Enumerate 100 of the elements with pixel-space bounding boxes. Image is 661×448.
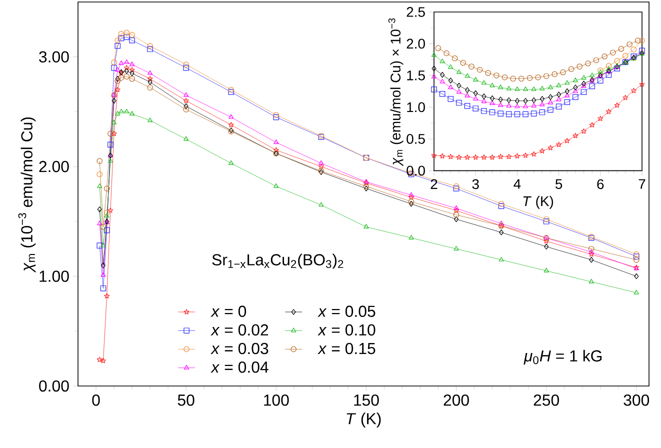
point	[473, 90, 478, 96]
point	[118, 108, 124, 114]
point	[111, 59, 117, 66]
x-tick-label: 7	[638, 179, 646, 189]
point	[489, 154, 496, 160]
point	[481, 98, 486, 104]
x-tick-label: 100	[264, 394, 289, 406]
point	[530, 110, 537, 116]
point	[473, 96, 478, 101]
point	[540, 86, 545, 90]
point	[184, 92, 189, 97]
point	[531, 103, 536, 108]
point	[408, 234, 414, 240]
point	[556, 92, 562, 98]
point	[588, 251, 594, 257]
point	[431, 52, 437, 57]
point	[472, 154, 478, 160]
point	[498, 110, 504, 116]
point	[630, 46, 637, 52]
point	[124, 64, 130, 70]
point	[543, 218, 550, 224]
point	[572, 88, 578, 93]
point	[448, 154, 454, 160]
point	[598, 78, 604, 84]
point	[614, 58, 620, 64]
point	[104, 213, 110, 218]
point	[580, 128, 587, 134]
y-tick-label: 2.5	[406, 7, 425, 17]
point	[111, 130, 117, 136]
point	[114, 42, 121, 49]
point	[124, 30, 130, 36]
point	[468, 64, 474, 70]
point	[431, 86, 437, 92]
y-tick-label: 2.00	[39, 160, 69, 172]
x-tick-label: 6	[597, 179, 604, 190]
point	[518, 76, 524, 82]
point	[104, 293, 110, 298]
y-tick-label: 3.00	[39, 51, 69, 62]
point	[100, 285, 106, 292]
point	[104, 227, 110, 234]
point	[115, 110, 120, 116]
x-tick-label: 2	[430, 179, 438, 189]
y-tick-label: 0.0	[406, 166, 425, 176]
point	[184, 136, 189, 141]
point	[606, 66, 612, 71]
point	[118, 60, 124, 66]
point	[96, 242, 103, 248]
point	[634, 254, 640, 260]
point	[589, 83, 595, 90]
point	[506, 97, 512, 104]
point	[184, 103, 188, 110]
point	[573, 84, 578, 90]
y-tick-label: 0.5	[406, 134, 425, 144]
point	[148, 79, 152, 85]
point	[598, 116, 604, 122]
point	[318, 164, 324, 169]
point	[564, 92, 570, 98]
point	[460, 60, 466, 66]
point	[130, 70, 134, 76]
point	[543, 73, 550, 79]
point	[183, 62, 189, 68]
x-tick-label: 4	[514, 179, 521, 189]
y-axis-title: χ$_{m}$ (10$^{−3}$ emu/mol Cu)	[18, 117, 36, 273]
point	[464, 92, 470, 98]
point	[108, 158, 113, 163]
point	[364, 224, 369, 228]
point	[147, 76, 153, 82]
point	[118, 30, 124, 37]
point	[510, 76, 516, 82]
point	[363, 183, 370, 190]
point	[448, 96, 454, 102]
point	[618, 46, 624, 52]
point	[522, 152, 528, 158]
point	[514, 111, 520, 118]
point	[622, 94, 628, 100]
point	[114, 86, 120, 92]
point	[514, 86, 520, 92]
point	[626, 41, 632, 48]
point	[539, 109, 546, 116]
point	[568, 66, 574, 72]
point	[506, 103, 512, 108]
point	[108, 130, 114, 137]
point	[556, 104, 562, 110]
point	[448, 64, 454, 69]
point	[548, 144, 554, 150]
point	[100, 224, 106, 230]
point	[124, 74, 130, 80]
point	[318, 160, 324, 165]
point	[129, 110, 135, 116]
point	[147, 84, 153, 90]
point	[318, 202, 324, 207]
x-tick-label: 300	[624, 394, 650, 406]
point	[514, 98, 520, 104]
legend-label: x = 0.02	[210, 324, 268, 336]
point	[506, 111, 512, 118]
point	[440, 78, 445, 84]
point	[104, 186, 110, 192]
point	[498, 154, 504, 160]
point	[432, 66, 436, 72]
point	[456, 69, 462, 74]
